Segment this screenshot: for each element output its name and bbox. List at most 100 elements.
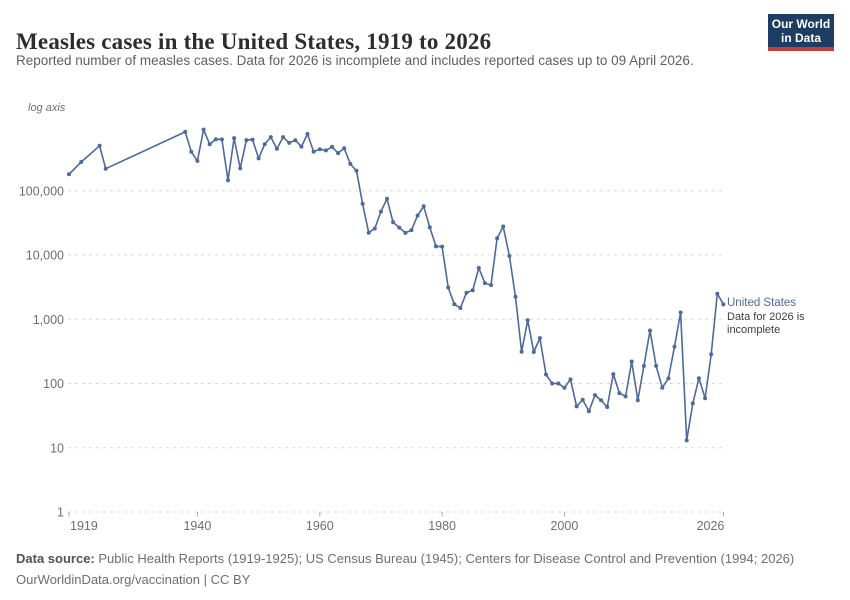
- owid-vaccination-link[interactable]: OurWorldinData.org/vaccination: [16, 571, 201, 587]
- data-point[interactable]: [189, 149, 194, 154]
- data-point[interactable]: [519, 349, 524, 354]
- data-point[interactable]: [501, 224, 506, 229]
- data-point[interactable]: [531, 350, 536, 354]
- data-point[interactable]: [715, 291, 720, 296]
- data-point[interactable]: [452, 302, 457, 307]
- data-point[interactable]: [219, 137, 224, 142]
- data-point[interactable]: [421, 204, 426, 209]
- data-point[interactable]: [360, 201, 365, 206]
- data-point[interactable]: [103, 166, 108, 171]
- data-point[interactable]: [623, 394, 628, 399]
- data-point[interactable]: [366, 230, 371, 235]
- data-point[interactable]: [287, 140, 292, 145]
- data-point[interactable]: [274, 146, 279, 151]
- data-point[interactable]: [525, 318, 530, 323]
- data-point[interactable]: [67, 172, 71, 177]
- data-point[interactable]: [293, 138, 298, 143]
- data-point[interactable]: [195, 158, 200, 163]
- data-point[interactable]: [690, 401, 695, 406]
- data-point[interactable]: [635, 398, 640, 403]
- data-point[interactable]: [550, 381, 555, 386]
- data-point[interactable]: [537, 336, 542, 341]
- data-point[interactable]: [213, 137, 218, 142]
- data-point[interactable]: [464, 290, 469, 295]
- owid-logo-line1: Our World: [771, 17, 831, 31]
- data-point[interactable]: [666, 376, 671, 381]
- data-point[interactable]: [183, 129, 188, 134]
- data-point[interactable]: [617, 391, 622, 396]
- data-point[interactable]: [385, 196, 389, 201]
- data-point[interactable]: [281, 135, 286, 140]
- data-point[interactable]: [201, 127, 206, 132]
- data-point[interactable]: [336, 151, 341, 156]
- data-point[interactable]: [268, 135, 273, 140]
- datasource-label: Data source:: [16, 551, 95, 566]
- data-point[interactable]: [678, 310, 683, 315]
- data-point[interactable]: [330, 144, 334, 149]
- data-point[interactable]: [299, 144, 304, 149]
- data-point[interactable]: [593, 393, 597, 398]
- data-point[interactable]: [556, 381, 561, 386]
- data-point[interactable]: [513, 294, 518, 299]
- data-point[interactable]: [599, 398, 604, 403]
- data-point[interactable]: [568, 377, 573, 382]
- data-point[interactable]: [482, 281, 487, 286]
- data-point[interactable]: [238, 166, 243, 171]
- data-point[interactable]: [207, 142, 212, 147]
- data-point[interactable]: [378, 209, 383, 214]
- data-point[interactable]: [440, 244, 445, 249]
- data-point[interactable]: [544, 372, 548, 377]
- data-point[interactable]: [580, 397, 585, 402]
- data-point[interactable]: [574, 404, 579, 409]
- data-point[interactable]: [495, 236, 500, 241]
- data-point[interactable]: [354, 168, 359, 173]
- data-point[interactable]: [654, 363, 659, 368]
- data-point[interactable]: [660, 385, 665, 390]
- data-point[interactable]: [79, 160, 84, 164]
- data-point[interactable]: [709, 352, 714, 357]
- data-point[interactable]: [470, 288, 475, 293]
- data-point[interactable]: [458, 306, 463, 310]
- data-point[interactable]: [507, 254, 512, 258]
- data-point[interactable]: [342, 146, 347, 151]
- data-point[interactable]: [476, 266, 481, 270]
- data-point[interactable]: [317, 147, 322, 152]
- cc-by-link[interactable]: CC BY: [210, 571, 251, 587]
- data-point[interactable]: [672, 344, 677, 349]
- data-point[interactable]: [427, 225, 432, 230]
- data-point[interactable]: [409, 228, 414, 233]
- data-point[interactable]: [262, 142, 267, 147]
- data-point[interactable]: [696, 376, 701, 381]
- data-point[interactable]: [562, 385, 567, 390]
- data-point[interactable]: [256, 156, 261, 161]
- data-point[interactable]: [323, 148, 328, 153]
- data-point[interactable]: [305, 132, 310, 136]
- data-point[interactable]: [721, 302, 726, 307]
- data-point[interactable]: [446, 285, 451, 290]
- data-point[interactable]: [703, 396, 708, 401]
- data-point[interactable]: [629, 359, 634, 364]
- data-point[interactable]: [415, 213, 420, 218]
- data-point[interactable]: [403, 230, 408, 235]
- data-point[interactable]: [372, 226, 377, 231]
- y-tick-label: 1: [57, 506, 64, 520]
- data-point[interactable]: [226, 178, 230, 183]
- data-point[interactable]: [586, 409, 591, 414]
- data-point[interactable]: [648, 328, 652, 333]
- data-point[interactable]: [489, 283, 493, 288]
- data-point[interactable]: [434, 244, 438, 249]
- data-point[interactable]: [397, 225, 402, 230]
- data-point[interactable]: [348, 161, 353, 166]
- data-point[interactable]: [250, 137, 255, 142]
- data-point[interactable]: [391, 220, 396, 225]
- data-point[interactable]: [97, 143, 102, 148]
- chart-plot-area[interactable]: 1 10 100 1,000 10,000 100,000 1919 1940 1960 1980…: [0, 0, 850, 540]
- data-point[interactable]: [611, 372, 616, 377]
- data-point[interactable]: [311, 149, 316, 154]
- data-line-united-states[interactable]: [68, 128, 725, 442]
- data-point[interactable]: [641, 364, 646, 368]
- data-point[interactable]: [684, 438, 689, 443]
- data-point[interactable]: [605, 405, 610, 409]
- data-point[interactable]: [244, 138, 249, 143]
- data-point[interactable]: [232, 136, 237, 141]
